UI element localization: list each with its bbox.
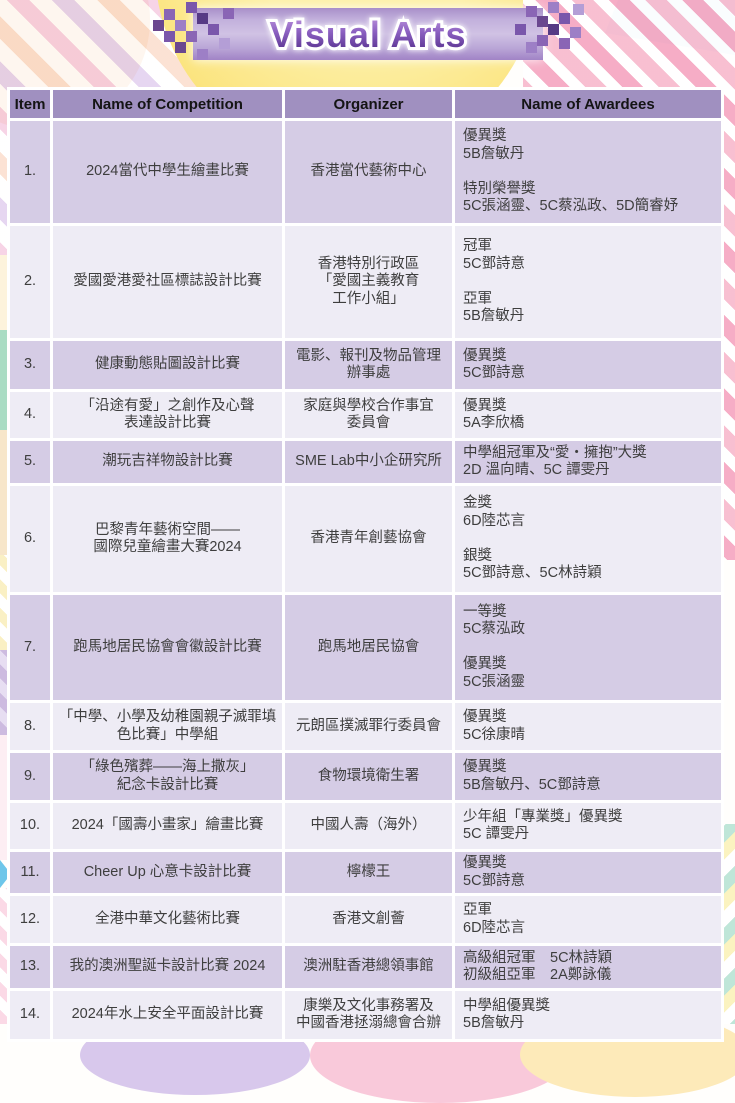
table-row: 7. 跑馬地居民協會會徽設計比賽 跑馬地居民協會 一等獎 5C蔡泓政 優異獎 5C張涵…: [10, 595, 721, 700]
item-cell: 13.: [10, 946, 50, 988]
item-cell: 9.: [10, 753, 50, 800]
table-row: 13. 我的澳洲聖誕卡設計比賽 2024 澳洲駐香港總領事館 高級組冠軍 5C林詩穎 …: [10, 946, 721, 988]
organizer-cell: 香港青年創藝協會: [285, 486, 452, 592]
table-row: 4. 「沿途有愛」之創作及心聲 表達設計比賽 家庭與學校合作事宜 委員會 優異獎 5A…: [10, 392, 721, 438]
table-row: 12. 全港中華文化藝術比賽 香港文創薈 亞軍 6D陸芯言: [10, 896, 721, 943]
competition-cell: 潮玩吉祥物設計比賽: [53, 441, 282, 483]
awardees-cell: 優異獎 5C徐康晴: [455, 703, 721, 750]
item-cell: 11.: [10, 852, 50, 893]
table-row: 6. 巴黎青年藝術空間—— 國際兒童繪畫大賽2024 香港青年創藝協會 金獎 6D陸芯…: [10, 486, 721, 592]
organizer-cell: 香港文創薈: [285, 896, 452, 943]
item-cell: 14.: [10, 991, 50, 1039]
table-row: 8. 「中學、小學及幼稚園親子滅罪填 色比賽」中學組 元朗區撲滅罪行委員會 優異獎 5…: [10, 703, 721, 750]
table-row: 3. 健康動態貼圖設計比賽 電影、報刊及物品管理 辦事處 優異獎 5C鄧詩意: [10, 341, 721, 389]
organizer-cell: 檸檬王: [285, 852, 452, 893]
competition-cell: 2024當代中學生繪畫比賽: [53, 121, 282, 223]
item-cell: 10.: [10, 803, 50, 849]
table-row: 2. 愛國愛港愛社區標誌設計比賽 香港特別行政區 「愛國主義教育 工作小組」 冠軍 5…: [10, 226, 721, 338]
header-competition: Name of Competition: [53, 90, 282, 118]
organizer-cell: SME Lab中小企研究所: [285, 441, 452, 483]
awardees-cell: 中學組優異獎 5B詹敏丹: [455, 991, 721, 1039]
table-row: 14. 2024年水上安全平面設計比賽 康樂及文化事務署及 中國香港拯溺總會合辦 中學…: [10, 991, 721, 1039]
item-cell: 12.: [10, 896, 50, 943]
competition-cell: 2024年水上安全平面設計比賽: [53, 991, 282, 1039]
competition-cell: 跑馬地居民協會會徽設計比賽: [53, 595, 282, 700]
organizer-cell: 電影、報刊及物品管理 辦事處: [285, 341, 452, 389]
awardees-cell: 金獎 6D陸芯言 銀獎 5C鄧詩意、5C林詩穎: [455, 486, 721, 592]
item-cell: 3.: [10, 341, 50, 389]
table-row: 5. 潮玩吉祥物設計比賽 SME Lab中小企研究所 中學組冠軍及“愛・擁抱”大獎 2…: [10, 441, 721, 483]
item-cell: 8.: [10, 703, 50, 750]
awardees-cell: 優異獎 5C鄧詩意: [455, 852, 721, 893]
left-rail-pale-segment: [0, 735, 11, 860]
organizer-cell: 中國人壽（海外）: [285, 803, 452, 849]
table-row: 1. 2024當代中學生繪畫比賽 香港當代藝術中心 優異獎 5B詹敏丹 特別榮譽獎 5…: [10, 121, 721, 223]
pixel-art-left-decoration: [153, 2, 164, 13]
left-rail-pink-stripe-segment: [0, 888, 11, 1024]
banner-bar: [193, 8, 543, 60]
organizer-cell: 家庭與學校合作事宜 委員會: [285, 392, 452, 438]
header-item: Item: [10, 90, 50, 118]
competition-cell: 巴黎青年藝術空間—— 國際兒童繪畫大賽2024: [53, 486, 282, 592]
left-rail-lilac-segment: [0, 650, 11, 735]
awardees-cell: 高級組冠軍 5C林詩穎 初級組亞軍 2A鄭詠儀: [455, 946, 721, 988]
competition-cell: 我的澳洲聖誕卡設計比賽 2024: [53, 946, 282, 988]
left-rail-blue-triangle: [0, 860, 11, 888]
awardees-cell: 少年組「專業獎」優異獎 5C 譚雯丹: [455, 803, 721, 849]
competition-cell: 愛國愛港愛社區標誌設計比賽: [53, 226, 282, 338]
table-row: 11. Cheer Up 心意卡設計比賽 檸檬王 優異獎 5C鄧詩意: [10, 852, 721, 893]
awards-table: Item Name of Competition Organizer Name …: [7, 87, 724, 1042]
competition-cell: 「中學、小學及幼稚園親子滅罪填 色比賽」中學組: [53, 703, 282, 750]
competition-cell: 全港中華文化藝術比賽: [53, 896, 282, 943]
organizer-cell: 香港當代藝術中心: [285, 121, 452, 223]
awardees-cell: 優異獎 5B詹敏丹、5C鄧詩意: [455, 753, 721, 800]
awardees-cell: 冠軍 5C鄧詩意 亞軍 5B詹敏丹: [455, 226, 721, 338]
item-cell: 6.: [10, 486, 50, 592]
awardees-cell: 中學組冠軍及“愛・擁抱”大獎 2D 溫向晴、5C 譚雯丹: [455, 441, 721, 483]
awardees-cell: 一等獎 5C蔡泓政 優異獎 5C張涵靈: [455, 595, 721, 700]
awardees-cell: 亞軍 6D陸芯言: [455, 896, 721, 943]
competition-cell: Cheer Up 心意卡設計比賽: [53, 852, 282, 893]
organizer-cell: 跑馬地居民協會: [285, 595, 452, 700]
table-row: 9. 「綠色殯葬——海上撒灰」 紀念卡設計比賽 食物環境衛生署 優異獎 5B詹敏丹、5…: [10, 753, 721, 800]
competition-cell: 「沿途有愛」之創作及心聲 表達設計比賽: [53, 392, 282, 438]
page-title: Visual Arts: [269, 14, 466, 55]
organizer-cell: 食物環境衛生署: [285, 753, 452, 800]
visual-arts-banner: Visual Arts: [193, 8, 543, 60]
left-rail-cream-segment: [0, 255, 11, 330]
organizer-cell: 康樂及文化事務署及 中國香港拯溺總會合辦: [285, 991, 452, 1039]
organizer-cell: 元朗區撲滅罪行委員會: [285, 703, 452, 750]
header-awardees: Name of Awardees: [455, 90, 721, 118]
awardees-cell: 優異獎 5B詹敏丹 特別榮譽獎 5C張涵靈、5C蔡泓政、5D簡睿妤: [455, 121, 721, 223]
left-rail-yellow-stripe-segment: [0, 555, 11, 650]
left-rail-green-segment: [0, 330, 11, 430]
left-rail-cream-segment: [0, 430, 11, 555]
competition-cell: 「綠色殯葬——海上撒灰」 紀念卡設計比賽: [53, 753, 282, 800]
awardees-cell: 優異獎 5C鄧詩意: [455, 341, 721, 389]
item-cell: 7.: [10, 595, 50, 700]
table-row: 10. 2024「國壽小畫家」繪畫比賽 中國人壽（海外） 少年組「專業獎」優異獎 5C…: [10, 803, 721, 849]
item-cell: 5.: [10, 441, 50, 483]
organizer-cell: 澳洲駐香港總領事館: [285, 946, 452, 988]
awardees-cell: 優異獎 5A李欣橋: [455, 392, 721, 438]
item-cell: 1.: [10, 121, 50, 223]
item-cell: 4.: [10, 392, 50, 438]
competition-cell: 健康動態貼圖設計比賽: [53, 341, 282, 389]
banner-title-graphic: Visual Arts: [266, 11, 468, 58]
item-cell: 2.: [10, 226, 50, 338]
organizer-cell: 香港特別行政區 「愛國主義教育 工作小組」: [285, 226, 452, 338]
table-header-row: Item Name of Competition Organizer Name …: [10, 90, 721, 118]
left-edge-decoration: [0, 255, 11, 1024]
awards-table-body: 1. 2024當代中學生繪畫比賽 香港當代藝術中心 優異獎 5B詹敏丹 特別榮譽獎 5…: [10, 121, 721, 1039]
header-organizer: Organizer: [285, 90, 452, 118]
competition-cell: 2024「國壽小畫家」繪畫比賽: [53, 803, 282, 849]
